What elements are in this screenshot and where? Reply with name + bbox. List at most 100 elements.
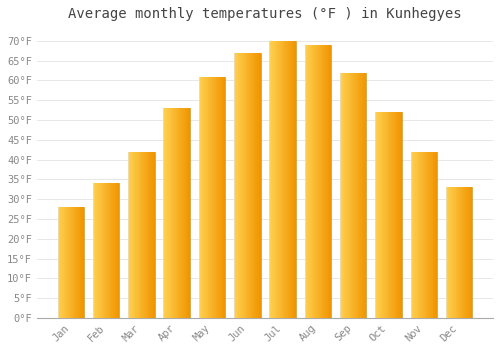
Bar [316,45,317,318]
Bar [412,152,413,318]
Bar [426,152,428,318]
Bar [310,45,311,318]
Bar [462,187,464,318]
Bar [446,187,448,318]
Bar [131,152,132,318]
Bar [222,77,224,318]
Bar [295,41,296,318]
Bar [113,183,114,318]
Bar [380,112,382,318]
Bar [377,112,378,318]
Bar [219,77,220,318]
Bar [385,112,386,318]
Bar [432,152,434,318]
Bar [345,72,346,318]
Bar [458,187,459,318]
Bar [448,187,450,318]
Bar [75,207,76,318]
Bar [394,112,396,318]
Bar [362,72,363,318]
Bar [430,152,431,318]
Bar [388,112,390,318]
Bar [344,72,345,318]
Bar [150,152,151,318]
Bar [384,112,385,318]
Bar [82,207,83,318]
Bar [208,77,210,318]
Bar [286,41,287,318]
Bar [148,152,150,318]
Bar [436,152,437,318]
Bar [186,108,188,318]
Bar [168,108,170,318]
Bar [182,108,183,318]
Bar [93,183,94,318]
Bar [202,77,203,318]
Bar [424,152,426,318]
Bar [317,45,318,318]
Bar [255,53,256,318]
Bar [285,41,286,318]
Bar [172,108,173,318]
Bar [104,183,105,318]
Bar [80,207,82,318]
Bar [431,152,432,318]
Bar [100,183,101,318]
Bar [466,187,467,318]
Bar [112,183,113,318]
Bar [145,152,146,318]
Bar [418,152,420,318]
Bar [188,108,189,318]
Bar [136,152,137,318]
Bar [309,45,310,318]
Bar [342,72,344,318]
Bar [452,187,453,318]
Bar [287,41,288,318]
Bar [118,183,120,318]
Bar [68,207,69,318]
Bar [251,53,252,318]
Bar [450,187,451,318]
Bar [130,152,131,318]
Bar [363,72,364,318]
Bar [256,53,257,318]
Bar [355,72,356,318]
Bar [330,45,331,318]
Bar [399,112,400,318]
Bar [99,183,100,318]
Bar [322,45,323,318]
Bar [243,53,244,318]
Bar [350,72,352,318]
Bar [98,183,99,318]
Bar [398,112,399,318]
Bar [64,207,66,318]
Bar [375,112,376,318]
Bar [205,77,206,318]
Bar [428,152,429,318]
Bar [63,207,64,318]
Bar [151,152,152,318]
Bar [189,108,190,318]
Bar [353,72,354,318]
Bar [390,112,391,318]
Bar [234,53,235,318]
Bar [236,53,238,318]
Bar [200,77,202,318]
Bar [319,45,320,318]
Bar [70,207,71,318]
Bar [213,77,214,318]
Bar [252,53,254,318]
Bar [140,152,141,318]
Bar [434,152,436,318]
Bar [468,187,469,318]
Bar [101,183,102,318]
Bar [224,77,225,318]
Bar [289,41,290,318]
Bar [146,152,148,318]
Bar [311,45,312,318]
Bar [258,53,259,318]
Bar [174,108,175,318]
Bar [346,72,347,318]
Bar [102,183,104,318]
Bar [235,53,236,318]
